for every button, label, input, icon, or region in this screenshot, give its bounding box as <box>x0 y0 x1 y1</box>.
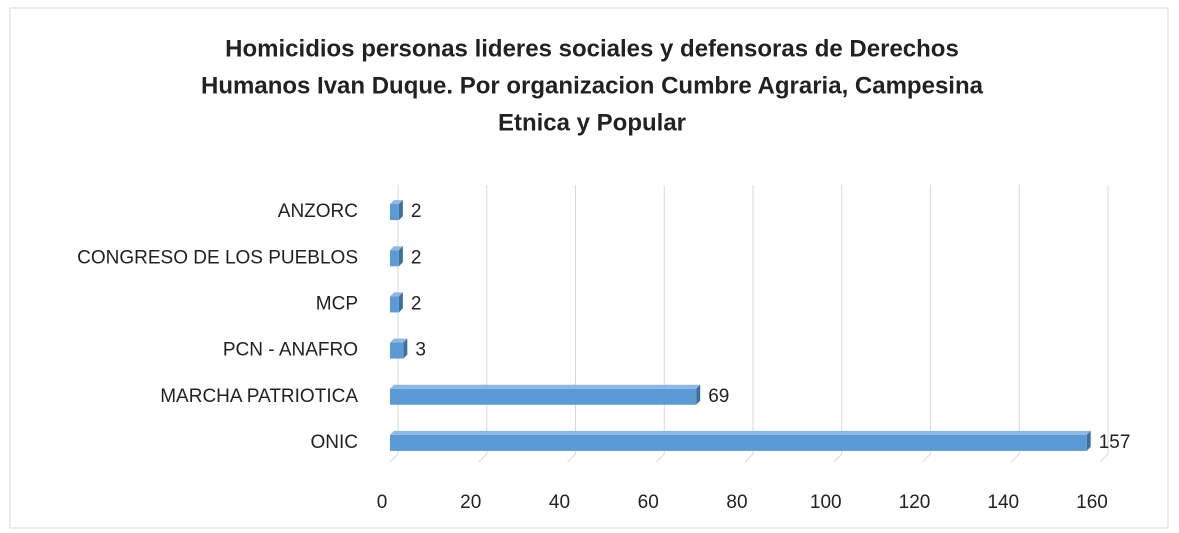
value-label: 69 <box>708 386 729 407</box>
bar-top <box>390 384 701 389</box>
bar-side <box>403 338 408 359</box>
value-label: 2 <box>411 293 422 314</box>
bar-top <box>390 338 408 343</box>
x-tick-label: 140 <box>987 492 1019 513</box>
chart-title: Etnica y Popular <box>498 109 686 136</box>
bar-side <box>398 200 403 221</box>
chart-title: Humanos Ivan Duque. Por organizacion Cum… <box>201 72 984 99</box>
bar-side <box>1086 430 1091 451</box>
bar <box>390 250 399 267</box>
bar-top <box>390 292 403 297</box>
grid-line-floor <box>922 453 931 463</box>
value-label: 3 <box>415 340 426 361</box>
grid-line-floor <box>567 453 576 463</box>
x-tick-label: 40 <box>549 492 570 513</box>
grid-line-floor <box>389 453 399 463</box>
x-tick-label: 20 <box>460 492 481 513</box>
x-tick-label: 100 <box>810 492 842 513</box>
bar-side <box>398 292 403 313</box>
chart-title: Homicidios personas lideres sociales y d… <box>225 35 959 62</box>
value-label: 2 <box>411 201 422 222</box>
bar-top <box>390 200 403 205</box>
grid-line-floor <box>744 453 754 463</box>
grid-line-floor <box>1099 453 1109 463</box>
grid-line-floor <box>478 453 488 463</box>
y-tick-label: MARCHA PATRIOTICA <box>160 386 358 407</box>
bar <box>390 434 1087 451</box>
bar <box>390 204 399 221</box>
bar-top <box>390 430 1091 435</box>
bar-side <box>398 246 403 267</box>
x-tick-label: 80 <box>726 492 747 513</box>
bar-side <box>696 384 701 405</box>
y-tick-label: MCP <box>316 293 358 314</box>
bar <box>390 296 399 313</box>
value-label: 157 <box>1099 432 1131 453</box>
grid-line-floor <box>1010 453 1020 463</box>
grid-line-floor <box>833 453 843 463</box>
grid-line-floor <box>655 453 665 463</box>
y-tick-label: PCN - ANAFRO <box>223 340 358 361</box>
y-tick-label: ONIC <box>311 432 359 453</box>
value-label: 2 <box>411 247 422 268</box>
y-tick-label: ANZORC <box>278 201 358 222</box>
bar <box>390 388 697 405</box>
bar <box>390 342 404 359</box>
x-tick-label: 160 <box>1076 492 1108 513</box>
x-tick-label: 120 <box>899 492 931 513</box>
x-tick-label: 60 <box>638 492 659 513</box>
y-tick-label: CONGRESO DE LOS PUEBLOS <box>77 247 358 268</box>
bar-top <box>390 246 403 251</box>
x-tick-label: 0 <box>377 492 388 513</box>
